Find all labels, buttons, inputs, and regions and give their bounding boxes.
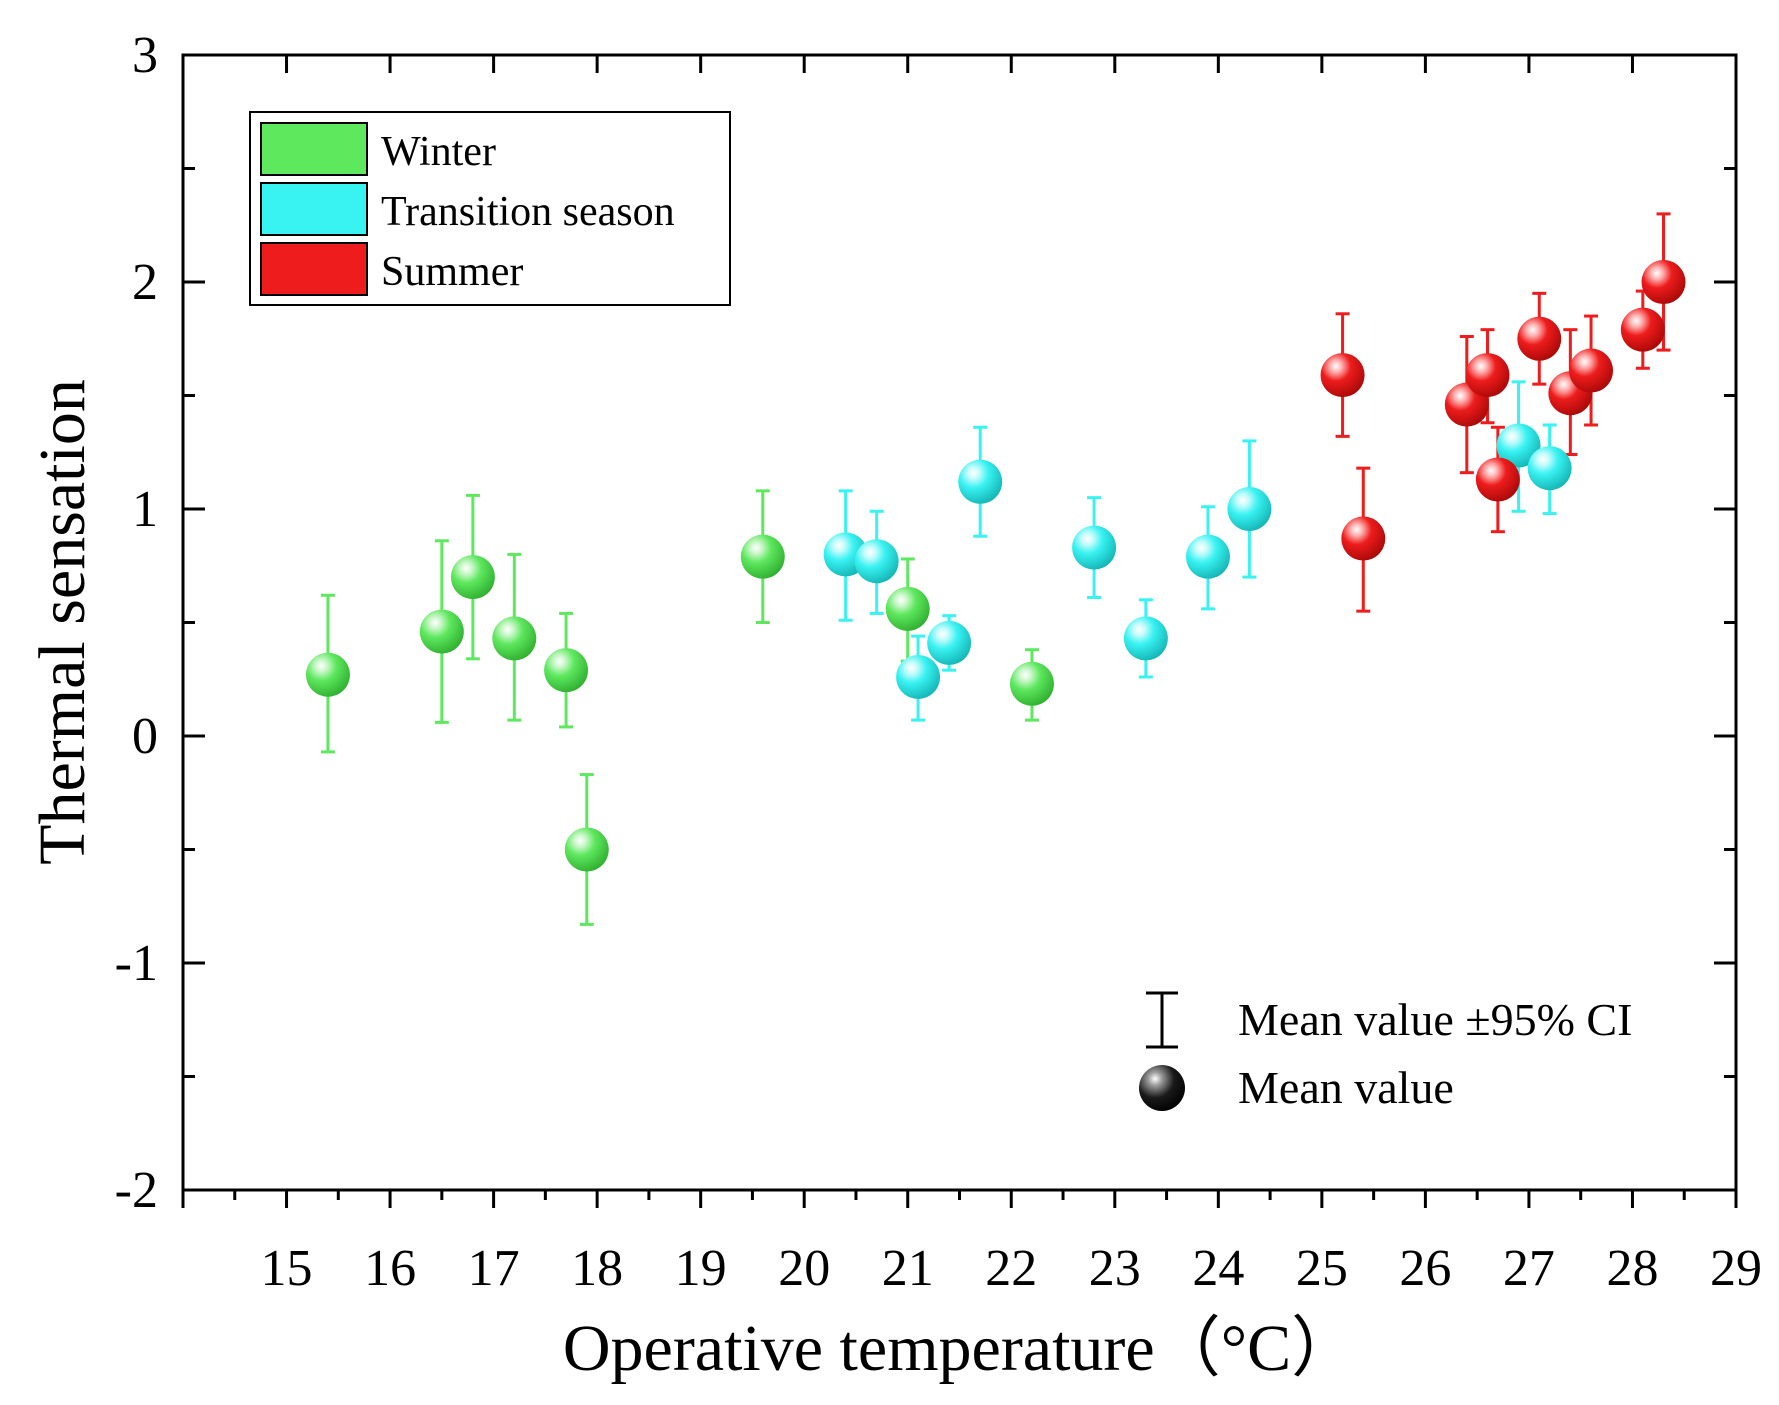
- y-tick-label: 3: [132, 27, 158, 84]
- point-winter: [450, 555, 495, 600]
- legend: Winter Transition season Summer: [249, 111, 731, 306]
- x-tick-label: 27: [1503, 1240, 1555, 1297]
- y-tick-label: 1: [132, 481, 158, 538]
- legend-swatch-transition: [260, 182, 368, 236]
- x-tick-label: 29: [1710, 1240, 1762, 1297]
- point-transition: [1496, 423, 1541, 468]
- legend-swatch-winter: [260, 122, 368, 176]
- point-winter: [740, 534, 785, 579]
- point-winter: [419, 609, 464, 654]
- point-transition: [1527, 446, 1572, 491]
- x-tick-label: 21: [882, 1240, 934, 1297]
- x-tick-label: 24: [1192, 1240, 1244, 1297]
- x-tick-label: 26: [1399, 1240, 1451, 1297]
- point-summer: [1620, 307, 1665, 352]
- x-tick-label: 20: [778, 1240, 830, 1297]
- annotation-ci-label: Mean value ±95% CI: [1238, 994, 1632, 1045]
- point-summer: [1475, 457, 1520, 502]
- point-transition: [1185, 534, 1230, 579]
- y-axis-label: Thermal sensation: [26, 379, 99, 865]
- point-transition: [1072, 525, 1117, 570]
- legend-label-transition: Transition season: [381, 189, 675, 235]
- point-transition: [1123, 616, 1168, 661]
- point-summer: [1641, 260, 1686, 304]
- mean-marker-icon: [1139, 1065, 1185, 1111]
- x-tick-label: 28: [1606, 1240, 1658, 1297]
- x-tick-label: 22: [985, 1240, 1037, 1297]
- x-tick-label: 23: [1089, 1240, 1141, 1297]
- annotation: Mean value ±95% CI Mean value: [1139, 991, 1632, 1113]
- x-tick-label: 15: [261, 1240, 313, 1297]
- y-tick-labels: -2 -1 0 1 2 3: [115, 27, 158, 1219]
- x-tick-label: 19: [675, 1240, 727, 1297]
- annotation-mean-label: Mean value: [1238, 1062, 1454, 1113]
- point-summer: [1341, 516, 1386, 561]
- point-transition: [1227, 487, 1272, 531]
- legend-label-winter: Winter: [381, 129, 496, 175]
- point-summer: [1517, 316, 1562, 361]
- x-axis-label: Operative temperature（°C）: [563, 1312, 1357, 1385]
- point-transition: [958, 459, 1003, 504]
- point-winter: [544, 648, 589, 693]
- point-winter: [492, 616, 537, 661]
- point-winter: [564, 827, 609, 872]
- legend-swatch-summer: [260, 242, 368, 296]
- x-tick-label: 16: [364, 1240, 416, 1297]
- x-tick-label: 17: [468, 1240, 520, 1297]
- point-transition: [854, 539, 899, 584]
- x-tick-labels: 15 16 17 18 19 20 21 22 23 24 25 26 27 28 29: [261, 1240, 1762, 1297]
- x-tick-label: 25: [1296, 1240, 1348, 1297]
- y-tick-label: -2: [115, 1162, 158, 1219]
- y-tick-label: 2: [132, 254, 158, 311]
- ci-symbol-icon: [1146, 991, 1178, 1049]
- x-tick-label: 18: [571, 1240, 623, 1297]
- legend-label-summer: Summer: [381, 249, 523, 295]
- point-summer: [1320, 353, 1365, 398]
- data-markers: [305, 260, 1686, 872]
- y-tick-label: -1: [115, 935, 158, 992]
- point-transition: [927, 620, 972, 665]
- point-summer: [1569, 348, 1614, 393]
- point-summer: [1465, 353, 1510, 398]
- y-tick-label: 0: [132, 708, 158, 765]
- point-winter: [305, 652, 350, 697]
- error-bars: [320, 212, 1671, 926]
- point-winter: [885, 586, 930, 631]
- axis-ticks: [181, 53, 1738, 1208]
- point-winter: [1009, 661, 1054, 706]
- point-transition: [896, 654, 941, 699]
